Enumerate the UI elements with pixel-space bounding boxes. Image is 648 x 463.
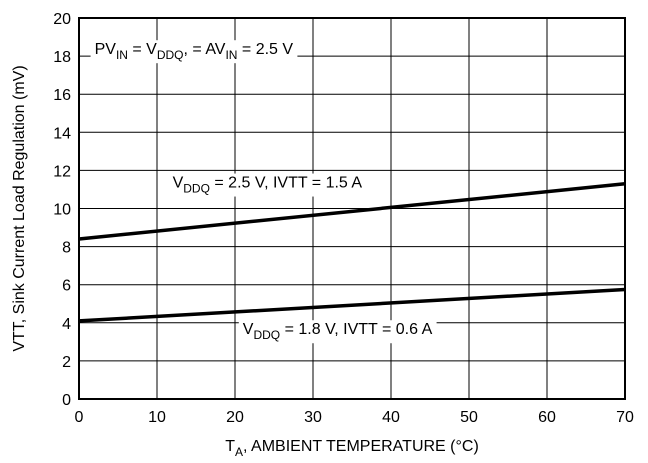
annotation-1-part-1: IN <box>116 48 128 62</box>
annotation-bg-2 <box>168 173 367 197</box>
y-tick-label-8: 16 <box>53 87 71 104</box>
annotation-1-part-2: = V <box>128 41 157 58</box>
annotation-1: PVIN = VDDQ, = AVIN = 2.5 V <box>90 40 298 64</box>
x-tick-label-2: 20 <box>226 409 244 426</box>
annotation-3-part-0: V <box>243 321 254 338</box>
annotation-1-part-4: , = AV <box>184 41 226 58</box>
y-tick-label-2: 4 <box>62 316 71 333</box>
annotation-bg-3 <box>238 320 437 344</box>
y-axis-label: VTT, Sink Current Load Regulation (mV) <box>11 65 28 351</box>
x-axis-label-rest: , AMBIENT TEMPERATURE (°C) <box>243 438 479 455</box>
annotation-2-part-0: V <box>173 175 184 192</box>
y-tick-label-10: 20 <box>53 11 71 28</box>
y-tick-label-5: 10 <box>53 202 71 219</box>
x-axis-label-sub: A <box>235 445 243 459</box>
annotation-1-part-3: DDQ <box>157 48 184 62</box>
annotation-1-part-5: IN <box>225 48 237 62</box>
y-tick-label-1: 2 <box>62 354 71 371</box>
annotation-text-1: PVIN = VDDQ, = AVIN = 2.5 V <box>95 41 294 62</box>
series-line-2 <box>78 287 626 323</box>
annotation-2-part-2: = 2.5 V, IVTT = 1.5 A <box>210 175 362 192</box>
x-tick-labels: 0 10 20 30 40 50 60 70 <box>75 409 634 426</box>
annotation-3-part-1: DDQ <box>253 328 280 342</box>
x-tick-label-4: 40 <box>382 409 400 426</box>
plot-frame <box>78 17 626 400</box>
annotation-bg-1 <box>90 40 298 64</box>
y-tick-label-3: 6 <box>62 278 71 295</box>
annotation-2-part-1: DDQ <box>183 182 210 196</box>
grid <box>78 17 626 400</box>
x-tick-label-7: 70 <box>616 409 634 426</box>
annotation-1-part-6: = 2.5 V <box>237 41 293 58</box>
y-tick-label-0: 0 <box>62 392 71 409</box>
annotation-3: VDDQ = 1.8 V, IVTT = 0.6 A <box>238 320 437 344</box>
series-layer <box>78 181 626 323</box>
x-tick-label-1: 10 <box>148 409 166 426</box>
x-tick-label-6: 60 <box>538 409 556 426</box>
y-tick-label-4: 8 <box>62 240 71 257</box>
annotation-1-part-0: PV <box>95 41 117 58</box>
x-tick-label-3: 30 <box>304 409 322 426</box>
annotation-3-part-2: = 1.8 V, IVTT = 0.6 A <box>280 321 432 338</box>
x-tick-label-5: 50 <box>460 409 478 426</box>
x-axis-label-main: T <box>225 438 235 455</box>
y-tick-labels: 0 2 4 6 8 10 12 14 16 18 20 <box>53 11 71 409</box>
series-line-1 <box>78 181 626 241</box>
x-tick-label-0: 0 <box>75 409 84 426</box>
y-tick-label-7: 14 <box>53 125 71 142</box>
annotation-text-3: VDDQ = 1.8 V, IVTT = 0.6 A <box>243 321 433 342</box>
annotation-text-2: VDDQ = 2.5 V, IVTT = 1.5 A <box>173 175 363 196</box>
y-tick-label-6: 12 <box>53 163 71 180</box>
y-tick-label-9: 18 <box>53 49 71 66</box>
x-axis-label: TA, AMBIENT TEMPERATURE (°C) <box>225 438 479 459</box>
annotation-2: VDDQ = 2.5 V, IVTT = 1.5 A <box>168 173 367 197</box>
